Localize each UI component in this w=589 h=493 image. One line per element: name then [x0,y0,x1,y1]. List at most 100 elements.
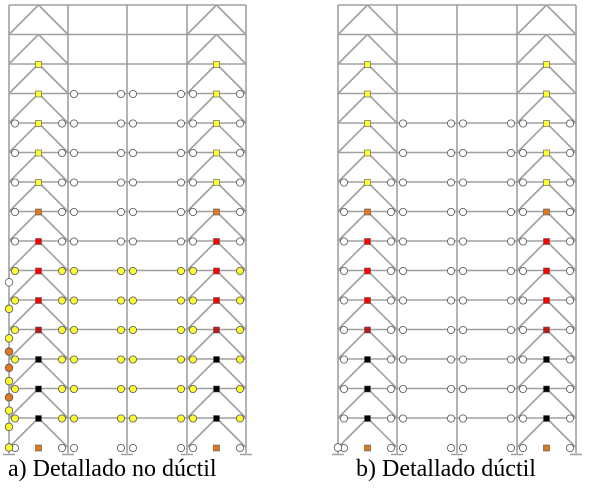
beam-hinge-open [506,384,515,393]
brace [215,33,247,65]
beam-hinge-open [566,296,575,305]
beam-hinge-open [566,178,575,187]
brace [366,181,398,213]
beam-hinge-yellow [10,325,19,334]
beam-hinge-yellow [70,355,79,364]
brace [516,387,548,419]
beam-hinge-open [386,443,395,452]
beam-hinge-open [519,207,528,216]
beam-hinge-open [519,443,528,452]
beam-hinge-open [458,119,467,128]
beam-hinge-open [128,178,137,187]
brace-hinge-yellow [364,120,371,127]
beam-hinge-open [70,119,79,128]
brace [37,417,69,449]
beam-hinge-yellow [58,414,67,423]
beam-hinge-yellow [70,266,79,275]
beam-hinge-open [235,443,244,452]
brace-hinge-black [35,385,42,393]
brace [366,210,398,242]
beam-hinge-open [235,207,244,216]
beam-hinge-open [386,237,395,246]
brace [366,33,398,65]
brace [37,210,69,242]
beam-hinge-open [446,207,455,216]
beam-hinge-yellow [117,384,126,393]
brace-hinge-yellow [35,149,42,157]
brace [545,240,577,272]
brace [8,417,40,449]
brace [516,328,548,360]
brace [366,4,398,36]
brace [8,4,40,36]
beam-hinge-open [10,207,19,216]
beam-hinge-open [176,90,185,99]
beam-hinge-open [176,148,185,157]
brace [366,92,398,124]
beam-hinge-open [566,325,575,334]
brace-hinge-yellow [364,179,371,186]
beam-hinge-yellow [10,355,19,364]
beam-hinge-open [398,384,407,393]
brace-hinge-yellow [213,179,220,186]
beam-hinge-open [446,325,455,334]
brace [545,358,577,390]
brace [366,63,398,95]
brace [366,328,398,360]
beam-hinge-open [458,178,467,187]
beam-hinge-yellow [235,325,244,334]
beam-hinge-open [519,296,528,305]
beam-hinge-open [458,325,467,334]
beam-hinge-yellow [188,325,197,334]
beam-hinge-open [458,296,467,305]
brace [215,63,247,95]
brace [215,210,247,242]
beam-hinge-open [339,207,348,216]
beam-hinge-open [458,148,467,157]
brace [37,33,69,65]
beam-hinge-yellow [128,355,137,364]
brace [545,210,577,242]
beam-hinge-open [506,207,515,216]
beam-hinge-open [446,296,455,305]
beam-hinge-open [519,355,528,364]
brace [215,151,247,183]
beam-hinge-open [566,355,575,364]
brace [8,210,40,242]
beam-hinge-yellow [10,384,19,393]
brace [337,299,369,331]
beam-hinge-open [386,178,395,187]
beam-hinge-yellow [176,414,185,423]
beam-hinge-yellow [176,296,185,305]
brace [337,417,369,449]
brace [337,387,369,419]
beam-hinge-open [398,207,407,216]
beam-hinge-open [235,237,244,246]
beam-hinge-open [398,325,407,334]
brace [366,387,398,419]
brace [215,358,247,390]
beam-hinge-open [446,384,455,393]
beam-hinge-open [506,178,515,187]
beam-hinge-open [128,148,137,157]
column-hinge-yellow [4,422,14,432]
beam-hinge-yellow [10,414,19,423]
beam-hinge-yellow [235,355,244,364]
brace-hinge-red [35,297,42,304]
beam-hinge-open [70,178,79,187]
brace [516,63,548,95]
brace-hinge-black [364,385,371,393]
beam-hinge-yellow [128,325,137,334]
beam-hinge-open [386,325,395,334]
column-hinge-orange [4,393,14,402]
beam-hinge-yellow [188,355,197,364]
beam-hinge-open [458,237,467,246]
beam-hinge-open [176,178,185,187]
beam-hinge-open [117,178,126,187]
beam-hinge-yellow [117,414,126,423]
brace [186,92,218,124]
brace-hinge-red [213,238,220,245]
brace [186,328,218,360]
beam-hinge-open [398,296,407,305]
brace [186,33,218,65]
